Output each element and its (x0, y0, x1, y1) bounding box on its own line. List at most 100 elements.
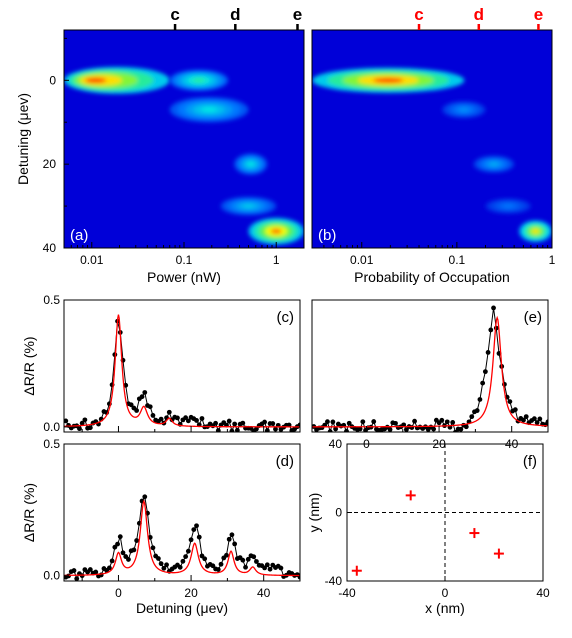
panel-label: (d) (276, 453, 294, 470)
data-point (229, 428, 235, 432)
data-point (330, 419, 336, 425)
data-point (166, 409, 172, 415)
y-axis-label: y (nm) (306, 493, 322, 533)
heatmap-peak-band (312, 67, 465, 93)
data-point (161, 565, 167, 571)
scatter-point-plus (493, 548, 504, 559)
data-point (139, 394, 145, 400)
data-point (109, 558, 115, 564)
data-point (117, 534, 123, 540)
data-point (177, 564, 183, 570)
data-point (245, 556, 251, 562)
data-point (325, 419, 330, 425)
data-point (273, 426, 278, 432)
data-point (450, 419, 456, 425)
data-point (240, 420, 246, 426)
panel-f-scatter: -40 0 40 -40 0 40 x (nm) y (nm) (f) (306, 437, 550, 616)
data-point (158, 561, 164, 567)
data-point (521, 417, 526, 423)
fit-curve (312, 315, 548, 428)
heatmap-peak-band (169, 97, 249, 123)
heatmap-peak-band (234, 153, 268, 175)
data-point (185, 548, 191, 554)
data-point (251, 554, 257, 560)
data-point (147, 404, 153, 410)
data-point (188, 537, 194, 543)
panel-a-heatmap: 0.01 0.1 1 Power (nW) 0 20 40 Detuning (μev) c d e… (15, 5, 305, 285)
data-point (180, 558, 186, 564)
plot-frame (63, 299, 301, 433)
top-marker-label: e (534, 5, 543, 24)
data-point (507, 399, 513, 404)
data-point (87, 425, 93, 431)
panel-e-spectrum: 0 20 40(e) (311, 299, 549, 451)
panel-c-spectrum: 0.0 0.5 ΔR/R (%) (c) (21, 293, 301, 434)
plot-frame (63, 443, 301, 582)
data-point (183, 415, 189, 421)
data-point (485, 350, 491, 355)
data-point (371, 419, 377, 424)
heatmap-peak-band (519, 220, 552, 243)
data-point (226, 418, 232, 424)
data-point (202, 556, 208, 562)
y-tick-label: 0.5 (43, 293, 60, 307)
data-point (444, 419, 450, 425)
panel-label: (f) (523, 453, 537, 470)
x-tick-label: 0.1 (449, 253, 466, 267)
data-point (264, 428, 270, 432)
y-tick-label: 20 (43, 157, 57, 171)
x-tick-label: 0 (115, 586, 122, 600)
data-point (120, 550, 126, 556)
panel-label: (a) (70, 227, 88, 244)
y-tick-label: -40 (325, 574, 343, 588)
x-axis-label: Probability of Occupation (354, 269, 510, 285)
data-point (115, 541, 120, 547)
y-axis-label: Detuning (μev) (15, 93, 31, 185)
heatmap-peak-band (248, 217, 304, 245)
x-tick-label: 0 (442, 586, 449, 600)
top-marker-label: e (293, 5, 302, 24)
data-point (229, 532, 235, 538)
data-point (131, 547, 137, 553)
top-marker-label: c (414, 5, 423, 24)
x-tick-label: 1 (273, 253, 280, 267)
x-tick-label: -40 (338, 586, 356, 600)
x-axis-label: Power (nW) (147, 269, 221, 285)
x-tick-label: 40 (257, 586, 271, 600)
y-axis-label: ΔR/R (%) (21, 336, 37, 395)
data-point (387, 427, 393, 432)
top-marker-label: d (474, 5, 484, 24)
data-point (534, 420, 540, 425)
data-point (357, 426, 363, 432)
data-point (77, 426, 82, 432)
fit-curve (64, 314, 300, 428)
data-point (226, 536, 232, 542)
data-point (439, 417, 445, 423)
y-tick-label: 0.0 (43, 569, 60, 583)
data-point (126, 557, 131, 562)
y-tick-label: 40 (329, 437, 343, 451)
data-point (224, 552, 229, 558)
data-point (199, 416, 205, 421)
data-point (254, 559, 259, 564)
data-point (404, 427, 409, 432)
data-point (142, 494, 148, 500)
x-tick-label: 1 (549, 253, 556, 267)
data-point (409, 425, 415, 430)
data-point (234, 427, 240, 432)
data-point (150, 413, 156, 418)
heatmap-peak-band (169, 69, 229, 91)
y-tick-label: 0 (335, 506, 342, 520)
x-tick-label: 0.01 (350, 253, 374, 267)
data-point (297, 422, 300, 428)
data-point (191, 527, 197, 532)
data-point (185, 418, 191, 424)
x-tick-label: 0.01 (80, 253, 104, 267)
x-axis-label: x (nm) (425, 600, 465, 616)
data-point (210, 563, 216, 569)
top-marker-label: c (170, 5, 179, 24)
data-point (537, 416, 543, 422)
data-point (278, 565, 284, 571)
data-point (523, 414, 529, 420)
y-tick-label: 0 (49, 73, 56, 87)
